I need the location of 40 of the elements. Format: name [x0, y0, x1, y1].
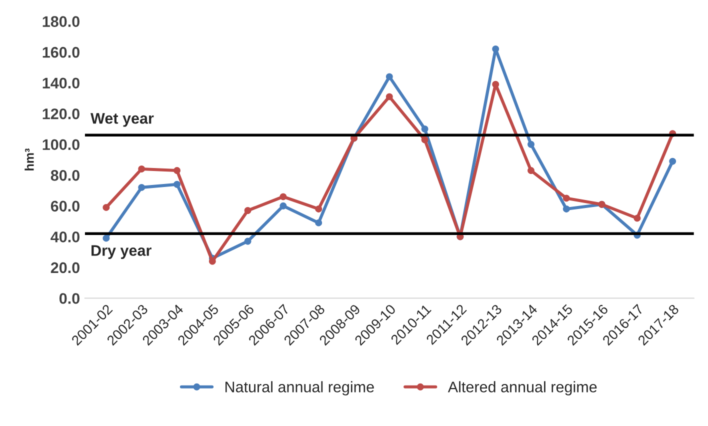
point: [102, 234, 110, 242]
point: [244, 238, 252, 245]
point: [174, 167, 180, 174]
legend-label: Natural annual regime: [225, 381, 374, 396]
ref-line-label: Dry year: [92, 245, 152, 259]
ref-line-label: Wet year: [90, 113, 154, 127]
point: [386, 73, 393, 80]
y-tick-label: 40.0: [50, 232, 80, 242]
point: [315, 219, 322, 226]
point: [280, 193, 287, 200]
point: [562, 194, 570, 202]
point: [562, 206, 570, 212]
point: [634, 214, 641, 222]
point: [102, 204, 110, 211]
y-tick-label: 0.0: [59, 293, 80, 304]
point: [315, 206, 322, 212]
point: [492, 46, 500, 52]
point: [492, 80, 500, 88]
point: [669, 158, 676, 165]
point: [421, 126, 428, 132]
y-axis-title: hm³: [24, 148, 34, 170]
point: [421, 136, 428, 144]
y-tick-label: 140.0: [42, 78, 80, 89]
y-tick-label: 20.0: [50, 262, 80, 274]
y-tick-label: 100.0: [42, 139, 80, 150]
point: [244, 207, 252, 214]
point: [138, 184, 146, 191]
point: [528, 140, 534, 148]
point: [386, 93, 393, 100]
y-tick-label: 60.0: [50, 200, 80, 212]
y-tick-label: 80.0: [50, 170, 80, 181]
point: [208, 258, 216, 265]
point: [528, 167, 534, 174]
point: [174, 180, 180, 188]
point: [138, 166, 146, 172]
y-tick-label: 160.0: [42, 46, 80, 58]
y-tick-label: 180.0: [42, 16, 80, 27]
point: [280, 202, 287, 210]
legend-label: Altered annual regime: [448, 381, 597, 396]
y-tick-label: 120.0: [42, 108, 80, 120]
